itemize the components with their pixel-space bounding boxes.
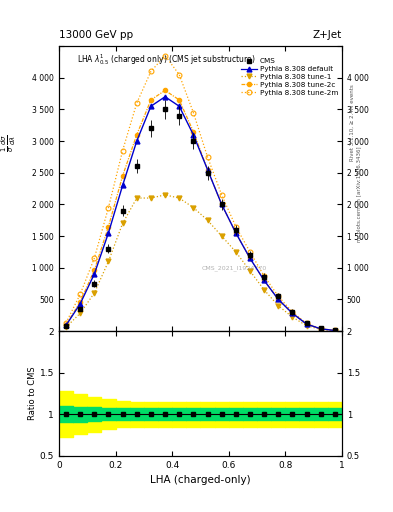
Text: Z+Jet: Z+Jet	[313, 30, 342, 40]
Text: 13000 GeV pp: 13000 GeV pp	[59, 30, 133, 40]
Text: $\frac{1}{\sigma}\,\frac{d\sigma}{d\lambda}$: $\frac{1}{\sigma}\,\frac{d\sigma}{d\lamb…	[0, 134, 18, 153]
Text: Rivet 3.1.10, ≥ 2.4M events: Rivet 3.1.10, ≥ 2.4M events	[350, 84, 354, 161]
Y-axis label: Ratio to CMS: Ratio to CMS	[28, 367, 37, 420]
Text: LHA $\lambda^{1}_{0.5}$ (charged only) (CMS jet substructure): LHA $\lambda^{1}_{0.5}$ (charged only) (…	[77, 52, 256, 67]
Text: mcplots.cern.ch [arXiv:1306.3436]: mcplots.cern.ch [arXiv:1306.3436]	[358, 147, 362, 242]
X-axis label: LHA (charged-only): LHA (charged-only)	[150, 475, 251, 485]
Legend: CMS, Pythia 8.308 default, Pythia 8.308 tune-1, Pythia 8.308 tune-2c, Pythia 8.3: CMS, Pythia 8.308 default, Pythia 8.308 …	[238, 55, 341, 99]
Text: CMS_2021_I1924770: CMS_2021_I1924770	[202, 266, 267, 271]
